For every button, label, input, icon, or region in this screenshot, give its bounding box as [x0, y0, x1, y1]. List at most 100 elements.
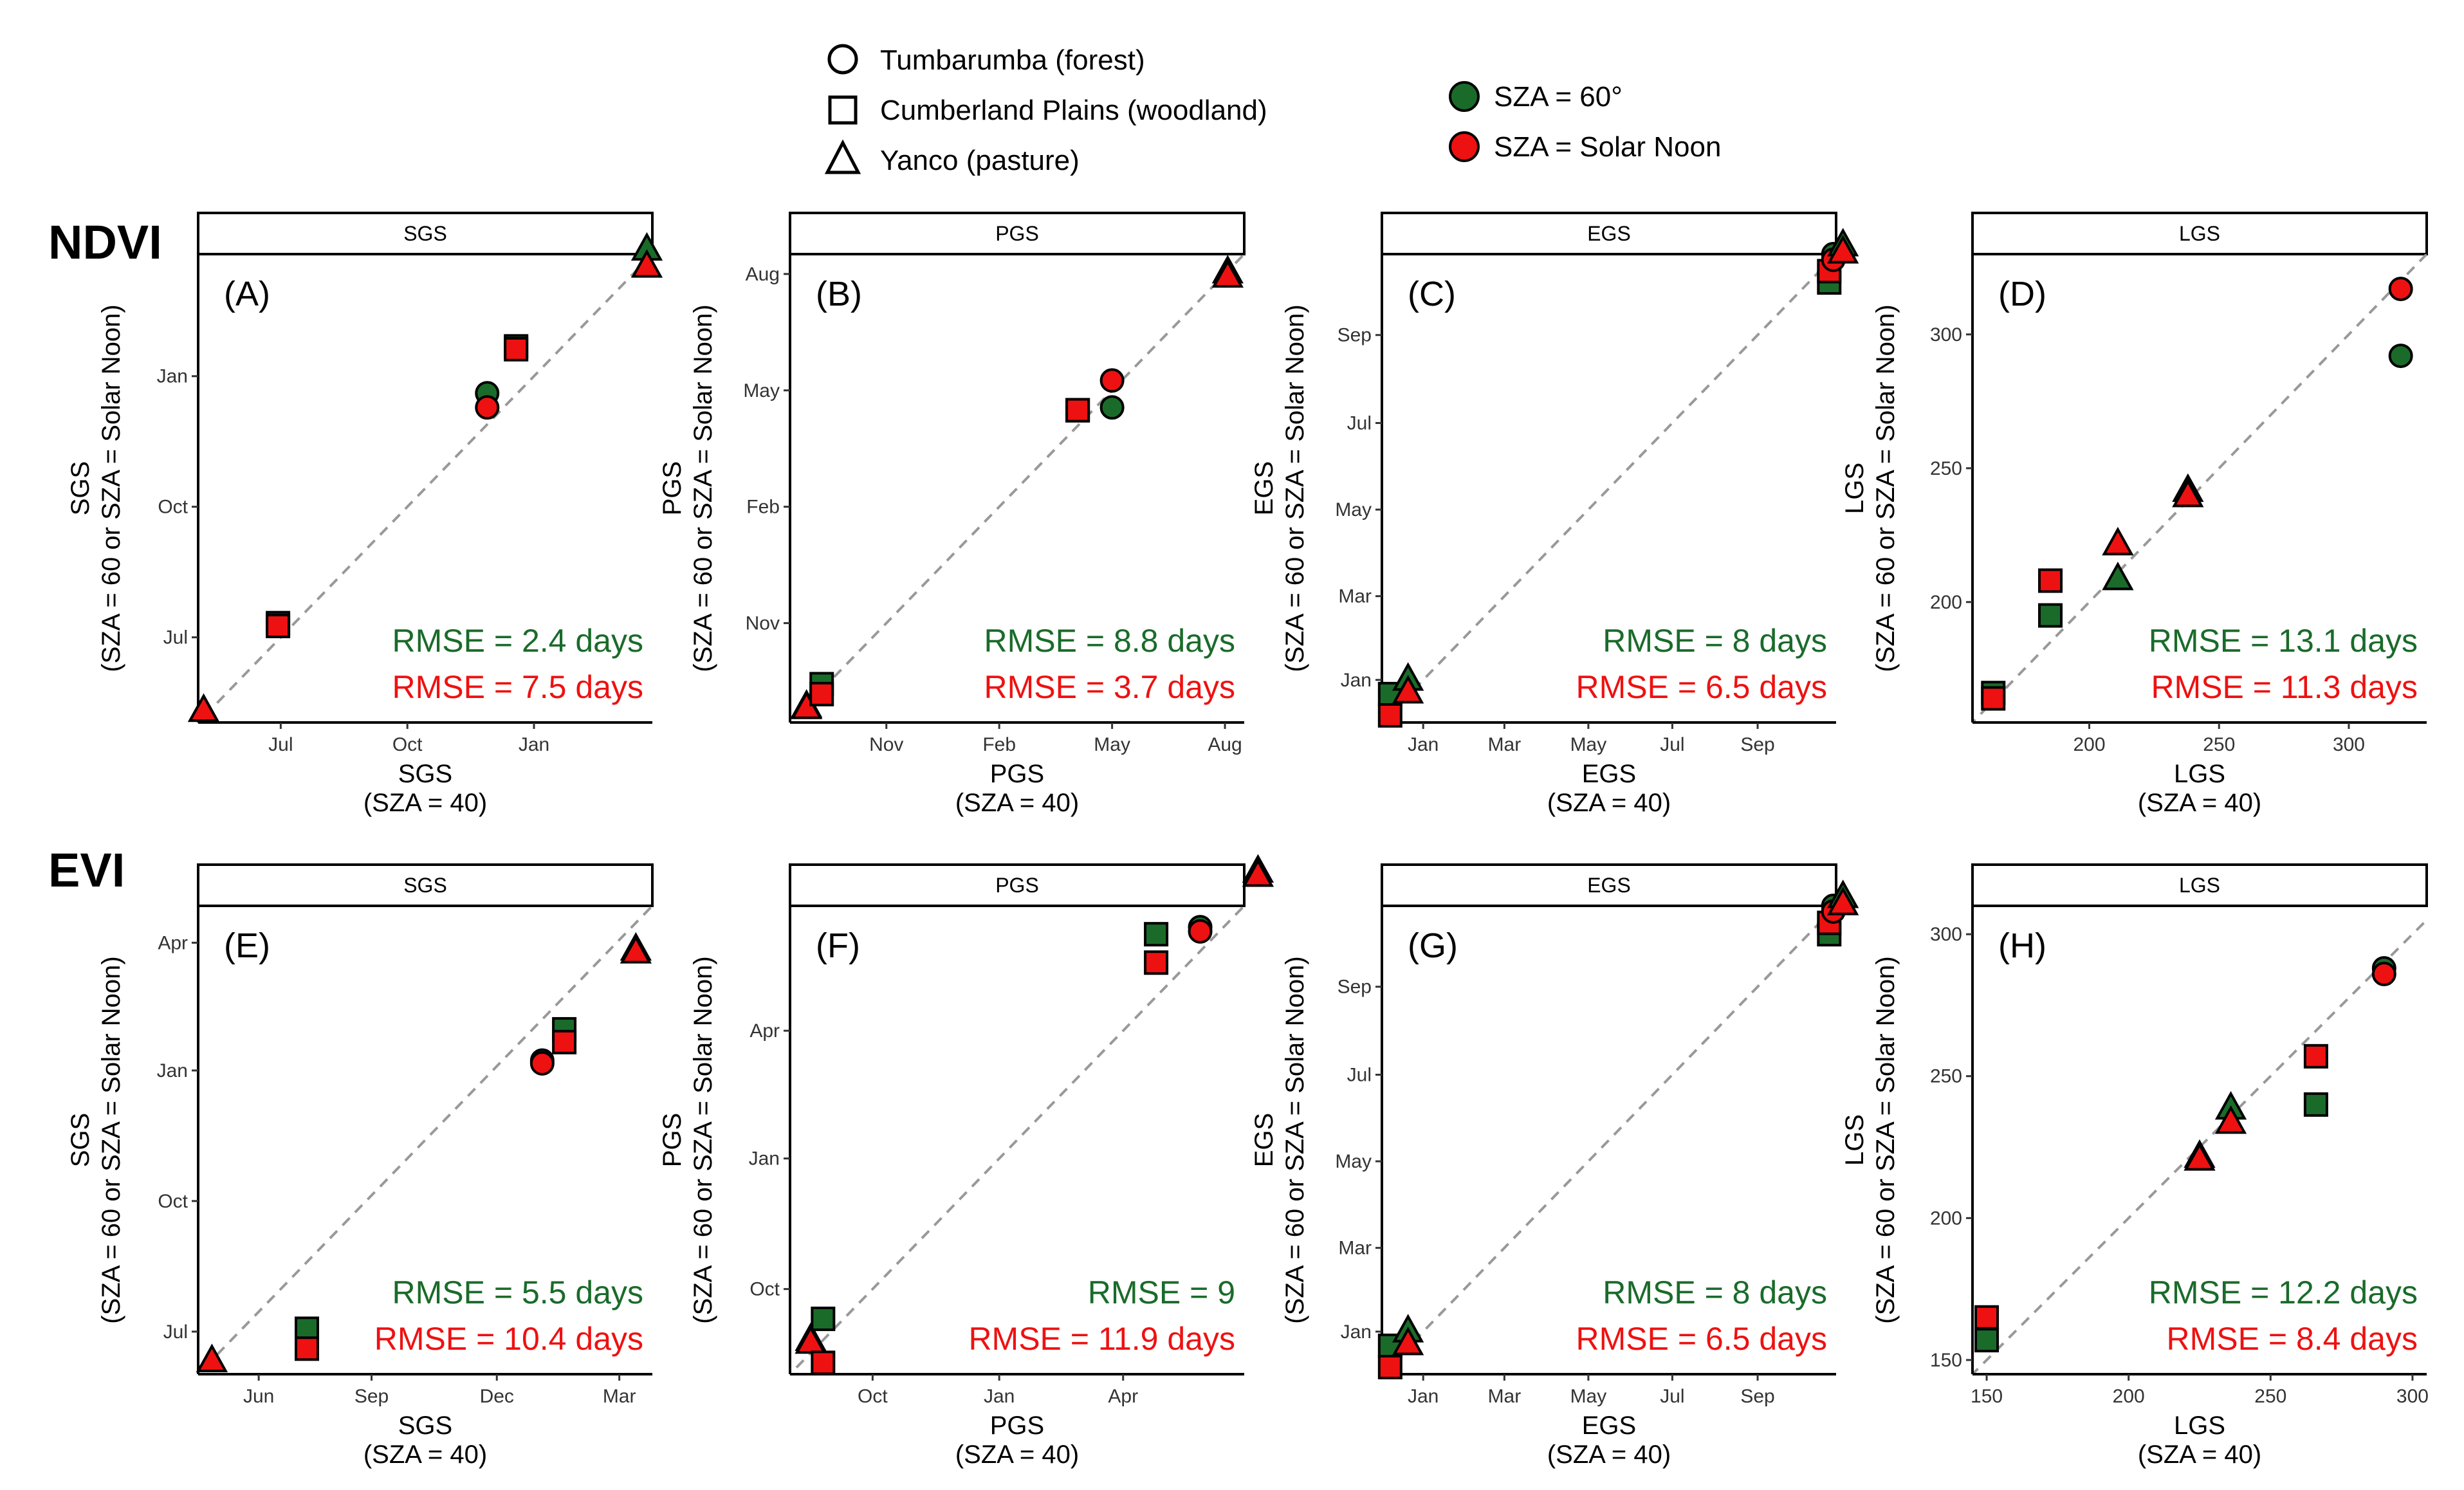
x-axis-subtitle: (SZA = 40) — [363, 1440, 487, 1469]
y-tick-label: May — [743, 380, 780, 401]
point-square-solar-noon — [266, 613, 291, 638]
x-axis-title: SGS — [398, 760, 452, 788]
strip-box — [197, 863, 654, 907]
y-tick-label: 300 — [1930, 924, 1962, 945]
point-square-solar-noon — [504, 336, 529, 362]
point-square-solar-noon — [1144, 950, 1169, 975]
y-tick-label: Apr — [749, 1020, 780, 1042]
y-axis-subtitle: (SZA = 60 or SZA = Solar Noon) — [1281, 304, 1309, 672]
panel-letter: (G) — [1408, 926, 1458, 965]
rmse-red-text: RMSE = 8.4 days — [2167, 1321, 2418, 1357]
point-triangle-solar-noon — [2214, 1105, 2247, 1134]
rmse-red-text: RMSE = 6.5 days — [1576, 669, 1827, 705]
strip-box — [1971, 863, 2428, 907]
strip-label: EGS — [1587, 222, 1631, 245]
y-axis-title: PGS — [658, 461, 686, 515]
y-tick-label: Jul — [163, 1321, 188, 1343]
identity-line — [198, 906, 652, 1374]
panel-letter: (H) — [1998, 926, 2046, 965]
legend-label-sza60: SZA = 60° — [1494, 81, 1623, 113]
point-triangle-solar-noon — [2172, 479, 2204, 508]
rmse-green-text: RMSE = 8 days — [1603, 623, 1827, 659]
y-tick-label: Jan — [1341, 670, 1372, 691]
x-axis-subtitle: (SZA = 40) — [363, 789, 487, 817]
y-tick-label: Jul — [163, 627, 188, 648]
point-triangle-solar-noon — [620, 935, 652, 964]
x-tick-label: 150 — [1971, 1386, 2003, 1407]
rmse-green-text: RMSE = 2.4 days — [392, 623, 643, 659]
identity-line — [1382, 254, 1836, 722]
point-circle-solar-noon — [2371, 961, 2396, 986]
y-tick-label: Jul — [1347, 1065, 1372, 1086]
identity-line — [790, 906, 1244, 1374]
x-axis-title: PGS — [990, 1412, 1044, 1440]
x-tick-label: 250 — [2254, 1386, 2286, 1407]
point-triangle-solar-noon — [1827, 887, 1859, 915]
point-square-solar-noon — [1377, 703, 1402, 728]
rmse-red-text: RMSE = 11.9 days — [968, 1321, 1235, 1357]
x-tick-label: Jul — [1660, 734, 1684, 755]
y-tick-label: 300 — [1930, 324, 1962, 345]
point-square-sza60 — [295, 1316, 320, 1341]
point-square-solar-noon — [1981, 686, 2006, 711]
rmse-green-text: RMSE = 13.1 days — [2149, 623, 2418, 659]
y-tick-label: Sep — [1338, 325, 1372, 346]
x-tick-label: Jul — [268, 734, 293, 755]
legend-green-dot-icon — [1449, 81, 1480, 112]
y-tick-label: Oct — [749, 1279, 780, 1300]
rmse-green-text: RMSE = 8.8 days — [984, 623, 1235, 659]
x-axis-subtitle: (SZA = 40) — [955, 1440, 1079, 1469]
point-square-sza60 — [1144, 922, 1169, 947]
rmse-red-text: RMSE = 10.4 days — [374, 1321, 643, 1357]
x-tick-label: Apr — [1108, 1386, 1138, 1407]
x-tick-label: Jul — [1660, 1386, 1684, 1407]
x-axis-title: EGS — [1582, 760, 1636, 788]
panel-letter: (D) — [1998, 275, 2046, 313]
y-tick-label: Jan — [749, 1148, 780, 1170]
point-triangle-solar-noon — [1242, 858, 1274, 887]
point-square-solar-noon — [552, 1029, 577, 1054]
y-tick-label: May — [1335, 1151, 1372, 1172]
x-axis-title: PGS — [990, 760, 1044, 788]
point-square-solar-noon — [2038, 568, 2063, 593]
y-tick-label: Jan — [157, 366, 188, 387]
identity-line — [1382, 906, 1836, 1374]
rmse-red-text: RMSE = 6.5 days — [1576, 1321, 1827, 1357]
x-axis-subtitle: (SZA = 40) — [2138, 789, 2261, 817]
x-tick-label: Jan — [519, 734, 549, 755]
y-tick-label: Oct — [158, 497, 188, 518]
x-tick-label: May — [1570, 734, 1607, 755]
identity-line — [198, 254, 652, 722]
x-tick-label: 250 — [2203, 734, 2235, 755]
y-axis-title: PGS — [658, 1113, 686, 1167]
strip-label: SGS — [403, 222, 447, 245]
y-tick-label: Oct — [158, 1191, 188, 1212]
y-tick-label: Jul — [1347, 413, 1372, 434]
x-tick-label: Sep — [354, 1386, 389, 1407]
strip-label: PGS — [995, 222, 1039, 245]
legend-label-tumbarumba: Tumbarumba (forest) — [880, 44, 1145, 76]
rmse-green-text: RMSE = 8 days — [1603, 1274, 1827, 1311]
point-triangle-solar-noon — [1392, 675, 1424, 704]
point-circle-solar-noon — [1188, 919, 1213, 944]
rmse-red-text: RMSE = 3.7 days — [984, 669, 1235, 705]
x-tick-label: 200 — [2113, 1386, 2145, 1407]
strip-box — [1971, 212, 2428, 255]
panel-letter: (B) — [816, 275, 862, 313]
x-tick-label: Oct — [392, 734, 423, 755]
y-axis-title: LGS — [1841, 463, 1869, 514]
y-tick-label: Feb — [746, 497, 780, 518]
x-tick-label: May — [1094, 734, 1130, 755]
y-tick-label: Sep — [1338, 977, 1372, 998]
y-tick-label: Mar — [1338, 1238, 1372, 1259]
point-triangle-solar-noon — [196, 1343, 228, 1372]
strip-label: SGS — [403, 874, 447, 897]
x-tick-label: Jun — [243, 1386, 274, 1407]
point-square-solar-noon — [2303, 1044, 2328, 1069]
point-circle-solar-noon — [2388, 277, 2413, 302]
